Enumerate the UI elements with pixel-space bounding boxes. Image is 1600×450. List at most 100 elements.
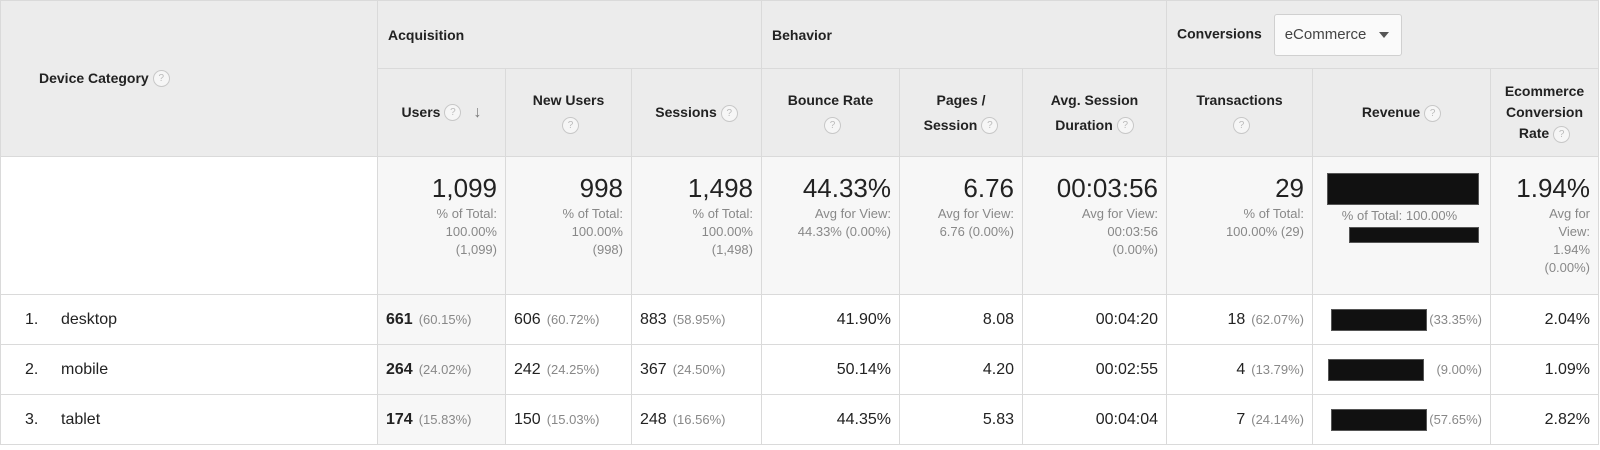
new-users-value: 150 [514, 410, 541, 428]
new-users-percent: (60.72%) [546, 311, 600, 327]
revenue-cell: (9.00%) [1312, 344, 1491, 395]
row-index: 1. [25, 310, 39, 328]
users-percent: (24.02%) [418, 361, 472, 377]
pages-session-column-header[interactable]: Pages / Session? [899, 68, 1023, 157]
sessions-column-header[interactable]: Sessions? [631, 68, 762, 157]
totals-bounce-rate-cell: 44.33% Avg for View: 44.33% (0.00%) [761, 156, 900, 295]
question-mark-icon[interactable]: ? [720, 104, 738, 122]
totals-sessions-value: 1,498 [687, 173, 753, 203]
avg-duration-cell: 00:04:04 [1022, 394, 1167, 445]
redacted-value [1349, 227, 1479, 243]
redacted-value [1328, 358, 1425, 381]
totals-row: 1,099 % of Total: 100.00% (1,099) 998 % … [0, 156, 1600, 295]
sessions-value: 367 [640, 360, 667, 378]
new-users-cell: 150 (15.03%) [505, 394, 632, 445]
sessions-cell: 883 (58.95%) [631, 294, 762, 345]
totals-sessions-sub: (1,498) [711, 242, 753, 257]
conversions-label: Conversions [1177, 25, 1262, 42]
device-link[interactable]: tablet [61, 410, 101, 428]
totals-transactions-sub: 100.00% (29) [1225, 224, 1304, 239]
totals-revenue-cell: % of Total: 100.00% [1312, 156, 1491, 295]
revenue-cell: (33.35%) [1312, 294, 1491, 345]
question-mark-icon[interactable]: ? [152, 70, 170, 88]
avg-session-duration-column-header[interactable]: Avg. Session Duration? [1022, 68, 1167, 157]
question-mark-icon[interactable]: ? [981, 117, 999, 135]
transactions-cell: 4 (13.79%) [1166, 344, 1313, 395]
revenue-percent: (33.35%) [1429, 311, 1482, 327]
totals-users-sub: % of Total: [436, 206, 497, 221]
question-mark-icon[interactable]: ? [824, 117, 841, 135]
totals-avg-duration-sub: 00:03:56 [1107, 224, 1158, 239]
totals-sessions-sub: 100.00% [701, 224, 753, 239]
table-row: 2. mobile 264 (24.02%) 242 (24.25%) 367 (24.… [0, 344, 1600, 395]
transactions-value: 7 [1236, 410, 1246, 428]
question-mark-icon[interactable]: ? [444, 104, 462, 122]
revenue-column-header[interactable]: Revenue? [1312, 68, 1491, 157]
device-link[interactable]: mobile [61, 360, 109, 378]
question-mark-icon[interactable]: ? [1424, 104, 1442, 122]
totals-transactions-cell: 29 % of Total: 100.00% (29) [1166, 156, 1313, 295]
sessions-value: 883 [640, 310, 667, 328]
totals-avg-duration-sub: (0.00%) [1112, 242, 1158, 257]
totals-ecr-sub: Avg for [1549, 206, 1591, 221]
totals-avg-duration-sub: Avg for View: [1081, 206, 1158, 221]
totals-users-value: 1,099 [431, 173, 497, 203]
totals-ecr-sub: 1.94% [1553, 242, 1591, 257]
caret-down-icon [1378, 31, 1389, 38]
revenue-percent: (9.00%) [1436, 361, 1482, 377]
users-value: 661 [386, 310, 413, 328]
question-mark-icon[interactable]: ? [562, 117, 579, 135]
totals-new-users-sub: 100.00% [571, 224, 623, 239]
new-users-value: 242 [514, 360, 541, 378]
new-users-value: 606 [514, 310, 541, 328]
totals-sessions-sub: % of Total: [692, 206, 753, 221]
users-column-header[interactable]: Users? ↓ [377, 68, 506, 157]
new-users-header-label: New Users [532, 91, 605, 108]
redacted-value [1327, 173, 1479, 205]
device-link[interactable]: desktop [61, 310, 118, 328]
question-mark-icon[interactable]: ? [1553, 125, 1571, 143]
totals-avg-duration-cell: 00:03:56 Avg for View: 00:03:56 (0.00%) [1022, 156, 1167, 295]
sessions-value: 248 [640, 410, 667, 428]
bounce-rate-column-header[interactable]: Bounce Rate? [761, 68, 900, 157]
transactions-header-label: Transactions [1196, 91, 1283, 108]
row-index: 2. [25, 360, 39, 378]
conversions-goal-select[interactable]: eCommerce [1273, 13, 1402, 56]
ecr-header-label-2: Conversion [1506, 104, 1584, 120]
dimension-cell[interactable]: 1. desktop [0, 294, 378, 345]
totals-bounce-rate-sub: 44.33% (0.00%) [797, 224, 891, 239]
question-mark-icon[interactable]: ? [1116, 117, 1134, 135]
new-users-percent: (15.03%) [546, 411, 600, 427]
table-row: 3. tablet 174 (15.83%) 150 (15.03%) 248 (16.… [0, 394, 1600, 445]
dimension-cell[interactable]: 2. mobile [0, 344, 378, 395]
transactions-value: 18 [1227, 310, 1246, 328]
new-users-cell: 606 (60.72%) [505, 294, 632, 345]
users-value: 174 [386, 410, 413, 428]
new-users-cell: 242 (24.25%) [505, 344, 632, 395]
transactions-cell: 18 (62.07%) [1166, 294, 1313, 345]
dimension-header[interactable]: Device Category? [0, 0, 378, 157]
totals-ecr-cell: 1.94% Avg for View: 1.94% (0.00%) [1489, 156, 1600, 295]
behavior-group-header: Behavior [761, 0, 1167, 69]
avg-duration-cell: 00:04:20 [1022, 294, 1167, 345]
transactions-column-header[interactable]: Transactions? [1166, 68, 1313, 157]
totals-ecr-sub: View: [1558, 224, 1591, 239]
pages-session-header-label-1: Pages / [936, 91, 986, 108]
arrow-down-icon[interactable]: ↓ [473, 104, 482, 122]
dimension-cell[interactable]: 3. tablet [0, 394, 378, 445]
avg-duration-header-label-1: Avg. Session [1050, 91, 1139, 108]
bounce-rate-header-label: Bounce Rate [787, 91, 874, 108]
totals-users-cell: 1,099 % of Total: 100.00% (1,099) [377, 156, 506, 295]
totals-pages-session-sub: 6.76 (0.00%) [939, 224, 1014, 239]
pages-session-cell: 8.08 [899, 294, 1023, 345]
new-users-column-header[interactable]: New Users? [505, 68, 632, 157]
totals-new-users-sub: (998) [592, 242, 623, 257]
question-mark-icon[interactable]: ? [1233, 117, 1250, 135]
transactions-value: 4 [1236, 360, 1246, 378]
table-row: 1. desktop 661 (60.15%) 606 (60.72%) 883 (58… [0, 294, 1600, 345]
totals-transactions-value: 29 [1275, 173, 1304, 203]
totals-sessions-cell: 1,498 % of Total: 100.00% (1,498) [631, 156, 762, 295]
sessions-percent: (58.95%) [672, 311, 726, 327]
ecommerce-conversion-rate-column-header[interactable]: Ecommerce Conversion Rate? [1489, 68, 1600, 157]
